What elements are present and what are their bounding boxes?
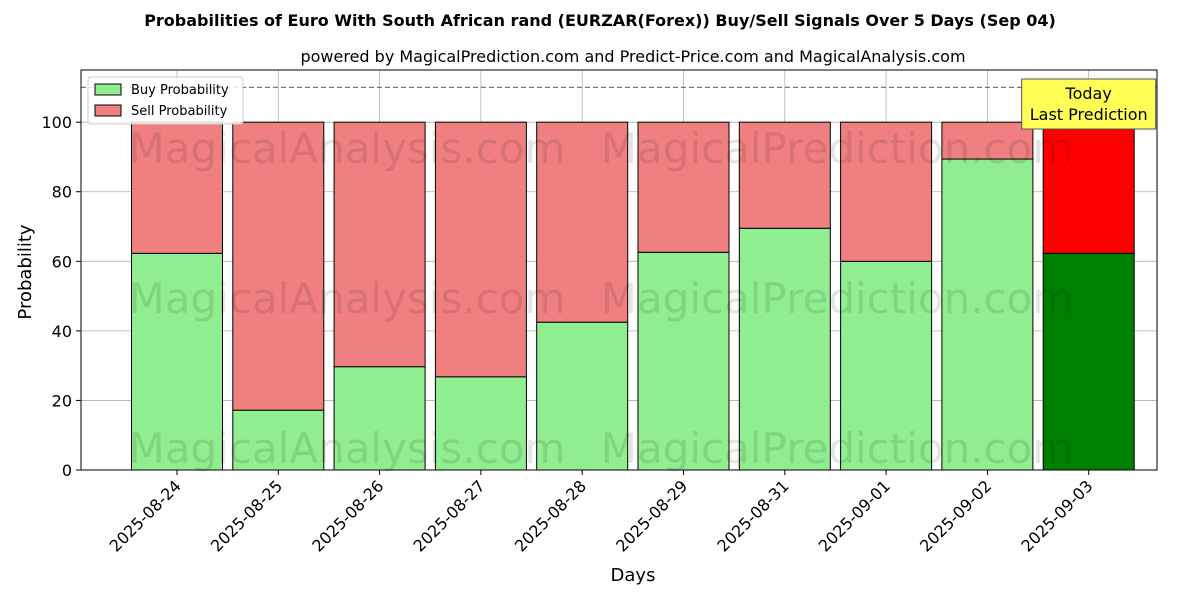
bar-buy-2025-09-02	[941, 158, 1034, 471]
bar-buy-2025-08-29	[637, 251, 730, 471]
watermarks: MagicalAnalysis.com MagicalPrediction.com…	[129, 124, 1074, 473]
bar-sell-2025-08-28	[536, 121, 629, 323]
bar-buy-2025-09-01	[840, 260, 933, 471]
y-tick-label: 80	[52, 183, 72, 202]
x-tick-label: 2025-08-27	[410, 476, 489, 555]
x-tick-label: 2025-09-01	[815, 476, 894, 555]
bar-buy-2025-08-27	[434, 376, 527, 471]
bar-buy-2025-08-31	[738, 227, 831, 471]
annotation-box	[1021, 78, 1157, 130]
annotation-line-last-prediction: Last Prediction	[1030, 105, 1148, 124]
x-tick-label: 2025-08-24	[106, 476, 185, 555]
x-tick-label: 2025-08-26	[308, 476, 387, 555]
bar-sell-2025-08-29	[637, 121, 730, 253]
watermark-text: MagicalPrediction.com	[601, 274, 1074, 323]
x-axis-label: Days	[611, 565, 656, 586]
bars	[131, 121, 1135, 471]
legend-swatch-sell	[94, 104, 122, 117]
x-tick-label: 2025-08-25	[207, 476, 286, 555]
x-tick-label: 2025-09-03	[1017, 476, 1096, 555]
y-tick-label: 60	[52, 252, 72, 271]
legend-label-buy: Buy Probability	[131, 83, 229, 98]
bar-sell-2025-08-25	[232, 121, 325, 411]
watermark-text: MagicalAnalysis.com	[129, 274, 566, 323]
bar-buy-2025-08-28	[536, 321, 629, 471]
bar-sell-2025-09-03	[1042, 121, 1135, 254]
watermark-text: MagicalPrediction.com	[601, 124, 1074, 173]
bar-sell-2025-08-26	[333, 121, 426, 368]
bar-sell-2025-08-31	[738, 121, 831, 229]
legend: Buy Probability Sell Probability	[87, 76, 244, 125]
x-tick-label: 2025-08-28	[511, 476, 590, 555]
y-axis: 0 20 40 60 80 100	[41, 113, 81, 480]
bar-sell-2025-09-01	[840, 121, 933, 262]
x-tick-label: 2025-08-31	[713, 476, 792, 555]
legend-box	[87, 76, 244, 125]
watermark-text: MagicalPrediction.com	[601, 424, 1074, 473]
y-tick-label: 100	[41, 113, 72, 132]
plot-frame	[80, 69, 1158, 471]
bar-buy-2025-08-24	[131, 252, 223, 471]
x-tick-label: 2025-09-02	[916, 476, 995, 555]
bar-sell-2025-09-02	[941, 121, 1034, 160]
annotation-line-today: Today	[1065, 84, 1112, 103]
watermark-text: MagicalAnalysis.com	[129, 424, 566, 473]
y-axis-label: Probability	[15, 224, 36, 319]
y-tick-label: 0	[62, 461, 72, 480]
today-annotation: Today Last Prediction	[1021, 78, 1157, 130]
chart-subtitle: powered by MagicalPrediction.com and Pre…	[300, 47, 965, 66]
x-tick-label: 2025-08-29	[612, 476, 691, 555]
x-axis: 2025-08-24 2025-08-25 2025-08-26 2025-08-27…	[106, 470, 1097, 556]
bar-sell-2025-08-27	[434, 121, 527, 378]
bar-sell-2025-08-24	[131, 121, 223, 254]
legend-label-sell: Sell Probability	[131, 104, 228, 119]
bar-buy-2025-09-03	[1042, 252, 1135, 471]
y-tick-label: 40	[52, 322, 72, 341]
chart-title: Probabilities of Euro With South African…	[144, 11, 1056, 30]
y-tick-label: 20	[52, 391, 72, 410]
legend-swatch-buy	[94, 83, 122, 96]
watermark-text: MagicalAnalysis.com	[129, 124, 566, 173]
bar-buy-2025-08-26	[333, 366, 426, 471]
